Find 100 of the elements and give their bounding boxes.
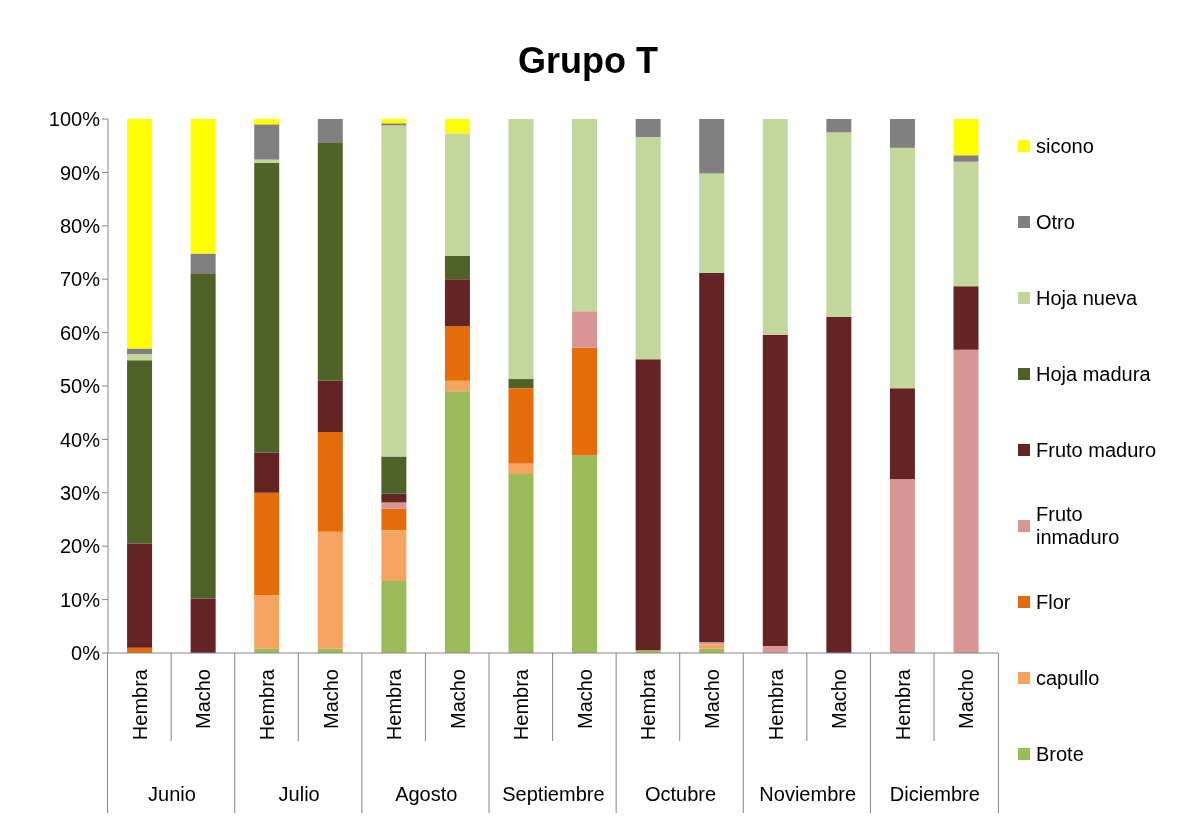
y-tick-label: 70%: [59, 268, 101, 291]
x-tick-label: Hembra: [128, 668, 151, 741]
bar: [381, 502, 407, 509]
bar: [254, 119, 280, 125]
text: Junio: [148, 783, 196, 805]
bar: [254, 595, 280, 649]
bar: [508, 119, 534, 380]
bar: [826, 317, 852, 653]
x-tick-label: Macho: [446, 669, 469, 730]
bar: [508, 474, 534, 653]
text: Octubre: [644, 783, 717, 805]
bar: [444, 119, 470, 134]
bar: [190, 273, 216, 599]
legend-label: Hoja madura: [1036, 362, 1152, 386]
bar: [889, 119, 915, 148]
x-tick-label: Macho: [573, 669, 596, 730]
legend-label: capullo: [1036, 666, 1101, 690]
bar: [699, 173, 725, 273]
x-tick-label: Hembra: [764, 668, 787, 741]
bar: [381, 456, 407, 494]
bar: [381, 125, 407, 457]
x-tick-label: Hembra: [255, 668, 278, 741]
x-tick-label: Macho: [955, 669, 978, 730]
bar: [889, 478, 915, 653]
bar: [381, 530, 407, 581]
text: Noviembre: [759, 783, 857, 805]
bar: [699, 272, 725, 643]
legend-label: Fruto inmaduro: [1036, 503, 1121, 549]
bar: [317, 380, 343, 432]
bar: [254, 162, 280, 453]
bar: [635, 359, 661, 651]
bar: [826, 119, 852, 133]
bar: [254, 124, 280, 160]
text: Diciembre: [889, 783, 980, 805]
bar: [572, 455, 598, 653]
legend-label: sicono: [1036, 134, 1095, 158]
legend-label: Otro: [1036, 210, 1076, 234]
bar: [317, 119, 343, 144]
bar: [508, 463, 534, 475]
bar: [444, 279, 470, 327]
x-tick-label: Hembra: [891, 668, 914, 741]
bar: [953, 349, 979, 653]
bar: [953, 119, 979, 156]
text: Septiembre: [502, 783, 605, 805]
bar: [381, 580, 407, 653]
bar: [444, 133, 470, 256]
bar: [572, 347, 598, 456]
legend-label: Hoja nueva: [1036, 286, 1139, 310]
x-tick-label: Macho: [828, 669, 851, 730]
text: Julio: [278, 783, 320, 805]
bar: [699, 642, 725, 645]
bar: [444, 380, 470, 392]
bar: [381, 119, 407, 124]
bar: [127, 360, 153, 544]
legend-label: Brote: [1036, 742, 1085, 766]
bar: [381, 508, 407, 531]
x-tick-label: Hembra: [637, 668, 660, 741]
y-tick-label: 50%: [59, 375, 101, 398]
text: Agosto: [395, 783, 458, 805]
y-tick-label: 30%: [59, 481, 101, 504]
bar: [572, 119, 598, 312]
bar: [953, 286, 979, 350]
bar: [127, 353, 153, 361]
legend-label: Flor: [1036, 590, 1072, 614]
bar: [699, 119, 725, 174]
bar: [254, 452, 280, 493]
bar: [762, 119, 788, 335]
y-tick-label: 20%: [59, 535, 101, 558]
y-tick-label: 40%: [59, 428, 101, 451]
x-tick-label: Hembra: [510, 668, 533, 741]
bar: [889, 388, 915, 479]
bar: [508, 388, 534, 464]
y-tick-label: 0%: [71, 642, 101, 665]
bar: [254, 159, 280, 163]
bar: [254, 492, 280, 596]
bar: [317, 143, 343, 381]
bar: [127, 543, 153, 648]
bar: [317, 431, 343, 532]
bar: [190, 119, 216, 254]
bar: [572, 311, 598, 348]
bar: [635, 119, 661, 138]
bar: [381, 123, 407, 126]
bar: [635, 137, 661, 360]
bar: [127, 119, 153, 349]
bar: [762, 334, 788, 647]
bar: [889, 147, 915, 389]
bar: [444, 326, 470, 381]
y-tick-label: 80%: [59, 214, 101, 237]
bar: [444, 255, 470, 280]
bar: [190, 598, 216, 653]
bar: [508, 379, 534, 389]
bar: [826, 132, 852, 318]
bar: [381, 493, 407, 503]
x-tick-label: Macho: [319, 669, 342, 730]
y-tick-label: 90%: [59, 161, 101, 184]
x-tick-label: Macho: [192, 669, 215, 730]
bar: [127, 348, 153, 354]
x-tick-label: Hembra: [383, 668, 406, 741]
bar: [953, 155, 979, 162]
legend-label: Fruto maduro: [1036, 438, 1158, 462]
